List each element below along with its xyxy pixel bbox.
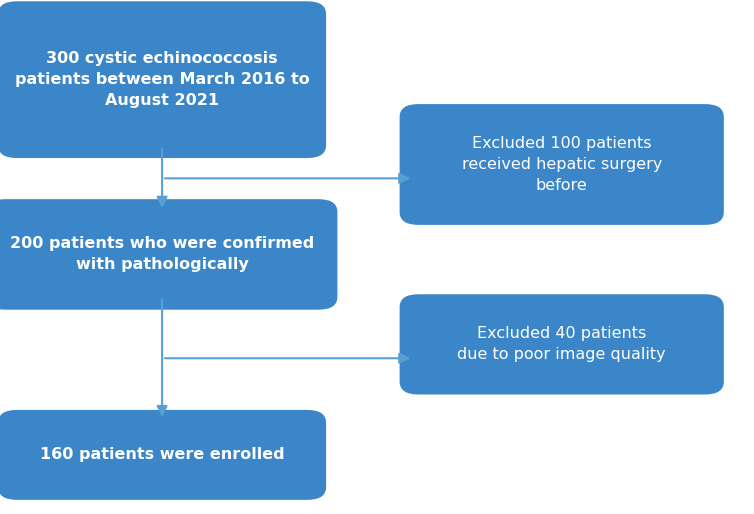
Text: 200 patients who were confirmed
with pathologically: 200 patients who were confirmed with pat… [10, 236, 314, 272]
FancyBboxPatch shape [0, 1, 326, 158]
FancyBboxPatch shape [0, 199, 337, 309]
Text: 300 cystic echinococcosis
patients between March 2016 to
August 2021: 300 cystic echinococcosis patients betwe… [15, 51, 309, 108]
FancyBboxPatch shape [400, 104, 724, 225]
Text: Excluded 100 patients
received hepatic surgery
before: Excluded 100 patients received hepatic s… [461, 136, 662, 193]
Text: Excluded 40 patients
due to poor image quality: Excluded 40 patients due to poor image q… [458, 326, 666, 362]
Text: 160 patients were enrolled: 160 patients were enrolled [40, 447, 284, 463]
FancyBboxPatch shape [400, 294, 724, 395]
FancyBboxPatch shape [0, 410, 326, 500]
